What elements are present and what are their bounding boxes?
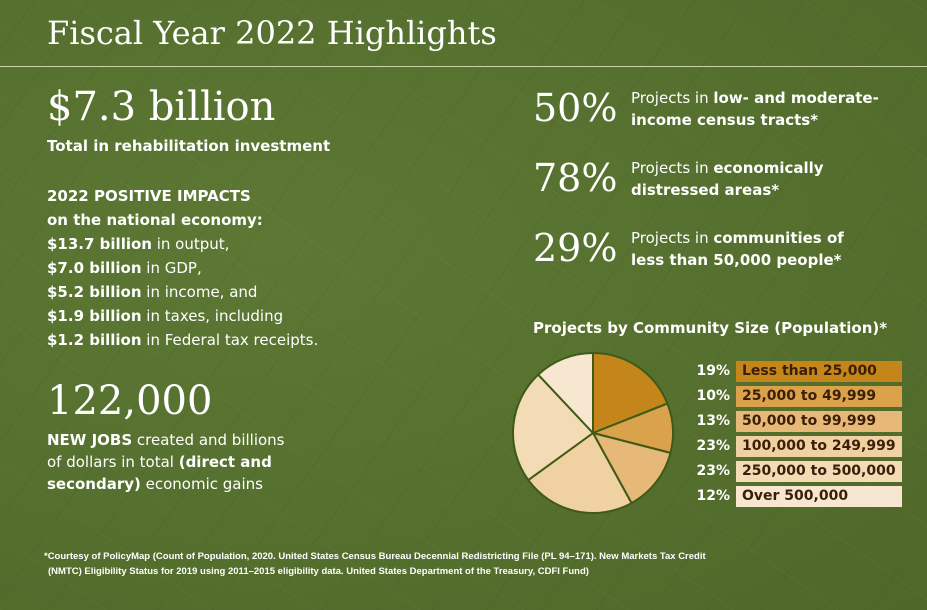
legend-item: 13% 50,000 to 99,999: [686, 411, 902, 432]
stat-percent: 50%: [533, 86, 618, 130]
impact-line: $7.0 billion in GDP,: [47, 256, 318, 280]
stat-percent: 29%: [533, 226, 618, 270]
stat-plain: Projects in: [631, 159, 714, 177]
legend-item: 12% Over 500,000: [686, 486, 902, 507]
pie-slice: [592, 351, 669, 435]
legend-label: 100,000 to 249,999: [736, 436, 902, 457]
impacts-subheading: on the national economy:: [47, 211, 263, 229]
footnote-line-1: *Courtesy of PolicyMap (Count of Populat…: [44, 551, 706, 562]
stat-plain: Projects in: [631, 229, 714, 247]
jobs-bold-3: secondary): [47, 475, 141, 493]
stat-bold-2: income census tracts*: [631, 111, 819, 129]
legend-percent: 12%: [696, 488, 730, 504]
legend-item: 23% 250,000 to 500,000: [686, 461, 902, 482]
impact-desc: in taxes, including: [141, 307, 284, 325]
impact-desc: in Federal tax receipts.: [141, 331, 319, 349]
legend-percent: 23%: [696, 463, 730, 479]
jobs-bold: NEW JOBS: [47, 431, 133, 449]
impact-line: $1.2 billion in Federal tax receipts.: [47, 328, 318, 352]
stat-plain: Projects in: [631, 89, 714, 107]
divider: [0, 66, 927, 67]
legend-percent: 19%: [696, 363, 730, 379]
impact-amount: $5.2 billion: [47, 283, 142, 301]
impact-desc: in output,: [151, 235, 230, 253]
page-title: Fiscal Year 2022 Highlights: [47, 14, 497, 52]
legend-label: Less than 25,000: [736, 361, 902, 382]
impact-line: $5.2 billion in income, and: [47, 280, 318, 304]
legend-item: 10% 25,000 to 49,999: [686, 386, 902, 407]
stat-percent: 78%: [533, 156, 618, 200]
investment-value: $7.3 billion: [47, 84, 276, 130]
pie-slice: [591, 431, 672, 505]
impacts-heading: 2022 POSITIVE IMPACTS: [47, 187, 251, 205]
jobs-text: NEW JOBS created and billions of dollars…: [47, 429, 285, 495]
stat-description: Projects in economically distressed area…: [631, 157, 824, 201]
stat-bold: economically: [713, 159, 824, 177]
legend-label: Over 500,000: [736, 486, 902, 507]
legend-item: 23% 100,000 to 249,999: [686, 436, 902, 457]
impact-amount: $13.7 billion: [47, 235, 152, 253]
legend-percent: 13%: [696, 413, 730, 429]
pie-slice: [512, 373, 595, 482]
legend-percent: 10%: [696, 388, 730, 404]
stat-bold: low- and moderate-: [713, 89, 879, 107]
impact-amount: $1.2 billion: [47, 331, 142, 349]
stat-bold: communities of: [713, 229, 844, 247]
investment-label: Total in rehabilitation investment: [47, 137, 331, 155]
impact-amount: $1.9 billion: [47, 307, 142, 325]
impacts-block: 2022 POSITIVE IMPACTS on the national ec…: [47, 184, 318, 352]
stat-bold-2: distressed areas*: [631, 181, 780, 199]
legend-label: 25,000 to 49,999: [736, 386, 902, 407]
chart-title: Projects by Community Size (Population)*: [533, 319, 888, 337]
legend-label: 250,000 to 500,000: [736, 461, 902, 482]
jobs-text-1: created and billions: [132, 431, 285, 449]
pie-slice: [536, 351, 594, 436]
impact-amount: $7.0 billion: [47, 259, 142, 277]
footnote-line-2: (NMTC) Eligibility Status for 2019 using…: [48, 566, 589, 577]
stat-bold-2: less than 50,000 people*: [631, 251, 842, 269]
jobs-value: 122,000: [47, 378, 213, 424]
impact-desc: in GDP,: [141, 259, 202, 277]
pie-slice: [526, 431, 633, 514]
legend-percent: 23%: [696, 438, 730, 454]
jobs-text-3: economic gains: [140, 475, 263, 493]
footnote: *Courtesy of PolicyMap (Count of Populat…: [44, 549, 706, 579]
legend-item: 19% Less than 25,000: [686, 361, 902, 382]
stat-description: Projects in low- and moderate- income ce…: [631, 87, 879, 131]
legend-label: 50,000 to 99,999: [736, 411, 902, 432]
impact-desc: in income, and: [141, 283, 258, 301]
impact-line: $1.9 billion in taxes, including: [47, 304, 318, 328]
jobs-bold-2: (direct and: [178, 453, 272, 471]
jobs-text-2: of dollars in total: [47, 453, 179, 471]
stat-description: Projects in communities of less than 50,…: [631, 227, 844, 271]
impact-line: $13.7 billion in output,: [47, 232, 318, 256]
pie-chart: [512, 351, 674, 514]
